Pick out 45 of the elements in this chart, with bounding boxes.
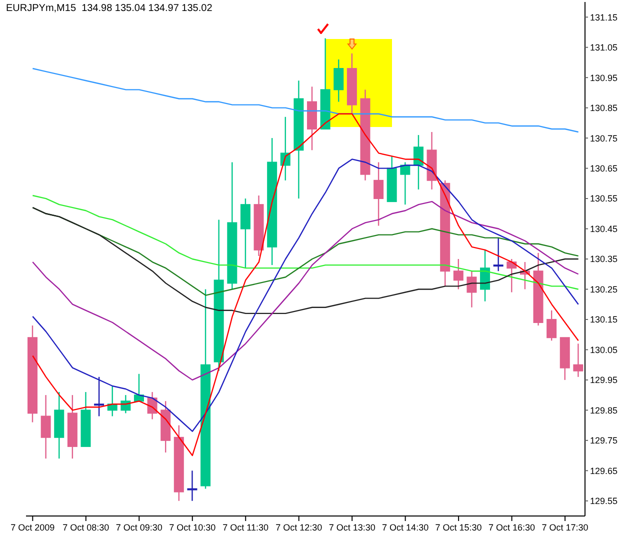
y-tick-label: 130.85 — [590, 103, 618, 114]
line-series — [32, 113, 579, 456]
y-tick-label: 131.05 — [590, 42, 618, 53]
line-series — [32, 200, 579, 381]
x-tick-label: 7 Oct 14:30 — [382, 522, 429, 532]
candlestick — [94, 376, 104, 417]
candlestick — [453, 258, 464, 290]
candlestick — [546, 310, 557, 342]
x-tick-label: 7 Oct 12:30 — [276, 522, 322, 532]
candlestick — [413, 134, 424, 190]
candlestick — [466, 270, 477, 308]
y-tick-label: 129.65 — [590, 466, 618, 476]
y-tick-label: 129.85 — [590, 405, 618, 416]
x-tick-label: 7 Oct 11:30 — [222, 522, 269, 532]
y-tick-label: 131.15 — [590, 12, 618, 22]
x-tick-label: 7 Oct 08:30 — [62, 522, 110, 532]
x-tick-label: 7 Oct 15:30 — [435, 522, 482, 532]
x-tick-label: 7 Oct 17:30 — [542, 522, 588, 532]
line-series — [32, 207, 579, 314]
line-series — [32, 68, 579, 133]
y-tick-label: 130.05 — [590, 344, 618, 355]
x-tick-label: 7 Oct 09:30 — [116, 522, 162, 532]
y-tick-label: 130.15 — [590, 314, 618, 325]
candlestick — [573, 343, 584, 378]
candlestick — [374, 162, 384, 226]
y-tick-label: 130.45 — [590, 224, 618, 234]
y-tick-label: 130.95 — [590, 72, 618, 83]
x-tick-label: 7 Oct 2009 — [10, 522, 55, 532]
y-tick-label: 130.75 — [590, 133, 618, 144]
y-tick-label: 129.75 — [590, 436, 618, 446]
y-tick-label: 129.55 — [590, 496, 618, 506]
y-tick-label: 130.55 — [590, 194, 618, 204]
x-tick-label: 7 Oct 16:30 — [488, 522, 536, 532]
candlestick — [40, 394, 51, 460]
y-tick-label: 130.25 — [590, 284, 618, 294]
line-series — [32, 194, 579, 290]
chart-title: EURJPYm,M15 134.98 135.04 134.97 135.02 — [6, 3, 212, 14]
y-tick-label: 130.35 — [590, 254, 618, 264]
candlestick — [493, 237, 504, 272]
y-tick-label: 129.95 — [590, 375, 618, 386]
candlestick — [334, 58, 344, 102]
x-tick-label: 7 Oct 13:30 — [328, 522, 376, 532]
x-tick-label: 7 Oct 10:30 — [169, 522, 216, 532]
candlestick — [187, 470, 198, 502]
y-tick-label: 130.65 — [590, 163, 618, 174]
